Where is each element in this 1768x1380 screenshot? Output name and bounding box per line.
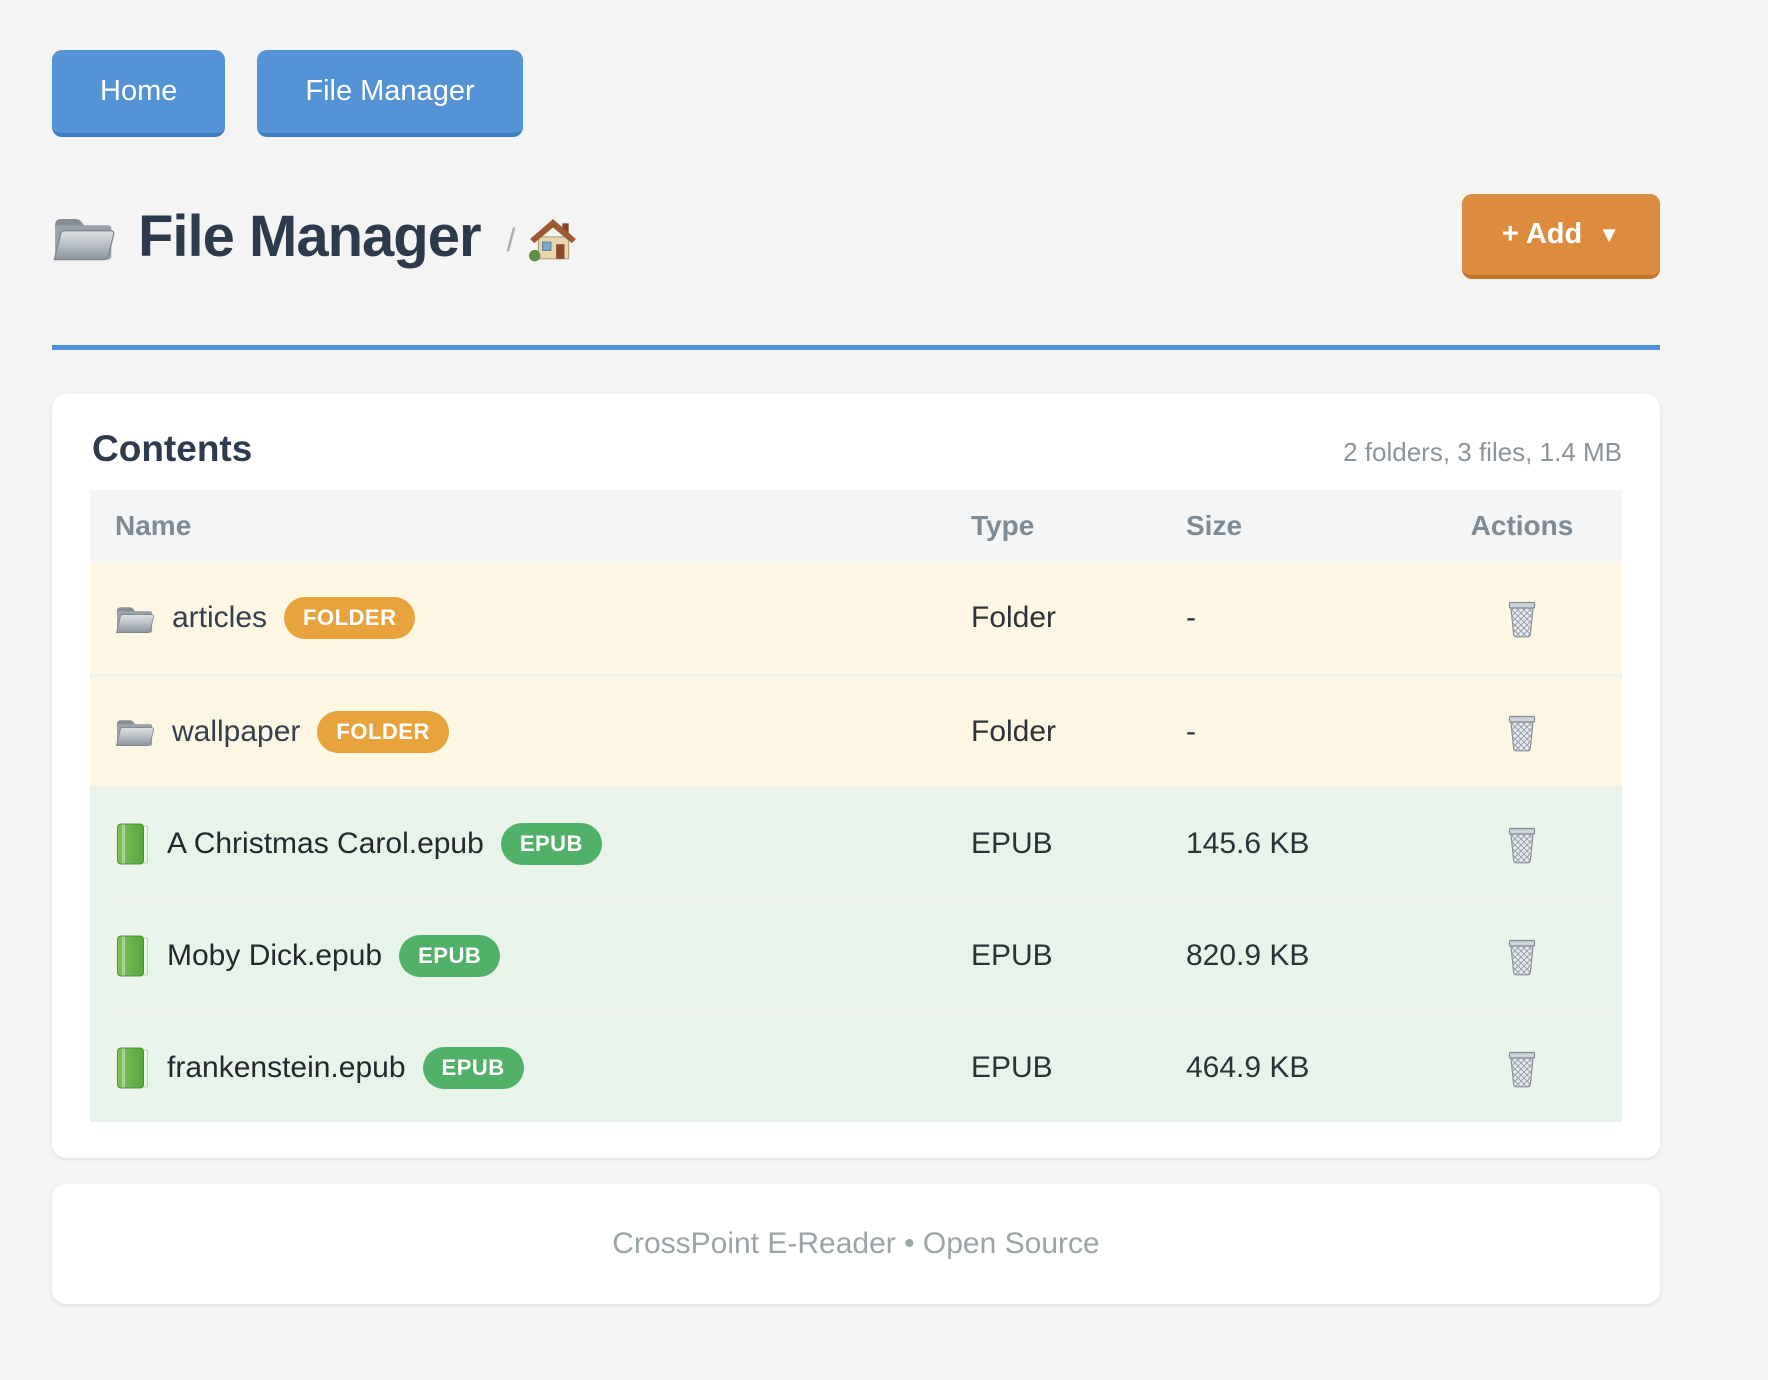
file-name-label: Moby Dick.epub: [167, 938, 383, 972]
actions-cell: [1422, 712, 1622, 752]
wastebasket-icon: [1508, 827, 1536, 863]
nav-bar: Home File Manager: [52, 50, 1660, 137]
add-button[interactable]: + Add ▼: [1461, 194, 1660, 279]
house-icon: [528, 218, 577, 262]
epub-badge: EPUB: [500, 822, 602, 865]
name-cell: articles FOLDER: [90, 597, 957, 639]
type-cell: EPUB: [971, 938, 1053, 972]
folder-icon: [116, 719, 155, 747]
table-row[interactable]: Moby Dick.epub EPUB EPUB 820.9 KB: [90, 898, 1622, 1010]
title-divider: [52, 345, 1660, 350]
type-cell: EPUB: [971, 826, 1053, 860]
folder-badge: FOLDER: [317, 710, 449, 753]
folder-icon: [53, 217, 115, 260]
green-book-icon: [117, 935, 148, 976]
contents-summary: 2 folders, 3 files, 1.4 MB: [1343, 437, 1622, 467]
delete-button[interactable]: [1506, 824, 1538, 864]
breadcrumb: File Manager /: [52, 203, 577, 270]
size-cell: 145.6 KB: [1186, 826, 1310, 860]
file-manager-button[interactable]: File Manager: [257, 50, 523, 137]
footer: CrossPoint E-Reader • Open Source: [52, 1184, 1660, 1304]
size-cell: -: [1186, 601, 1196, 634]
table-row[interactable]: A Christmas Carol.epub EPUB EPUB 145.6 K…: [90, 786, 1622, 898]
green-book-icon: [117, 823, 148, 864]
type-cell: Folder: [971, 601, 1057, 634]
folder-name-label: wallpaper: [172, 714, 301, 748]
name-cell: Moby Dick.epub EPUB: [90, 934, 957, 977]
add-button-label: + Add: [1501, 218, 1583, 250]
file-table: Name Type Size Actions articles FOLDER F…: [90, 490, 1622, 1122]
home-button[interactable]: Home: [52, 50, 226, 137]
size-cell: 464.9 KB: [1186, 1050, 1310, 1084]
wastebasket-icon: [1508, 939, 1536, 975]
epub-badge: EPUB: [399, 934, 501, 977]
page-title: File Manager: [138, 204, 482, 269]
wastebasket-icon: [1508, 715, 1536, 751]
folder-badge: FOLDER: [284, 597, 416, 639]
type-cell: Folder: [971, 714, 1057, 748]
breadcrumb-home-link[interactable]: [528, 217, 577, 263]
name-cell: frankenstein.epub EPUB: [90, 1046, 957, 1089]
delete-button[interactable]: [1506, 936, 1538, 976]
table-row[interactable]: wallpaper FOLDER Folder -: [90, 674, 1622, 786]
wastebasket-icon: [1508, 601, 1536, 638]
file-name-label: A Christmas Carol.epub: [167, 826, 484, 860]
table-row[interactable]: frankenstein.epub EPUB EPUB 464.9 KB: [90, 1010, 1622, 1122]
contents-title: Contents: [92, 428, 253, 469]
actions-cell: [1422, 824, 1622, 864]
folder-name-label: articles: [172, 601, 268, 634]
actions-cell: [1422, 936, 1622, 976]
delete-button[interactable]: [1506, 1048, 1538, 1088]
contents-card: Contents 2 folders, 3 files, 1.4 MB Name…: [52, 394, 1660, 1158]
delete-button[interactable]: [1506, 712, 1538, 752]
size-cell: 820.9 KB: [1186, 938, 1310, 972]
chevron-down-icon: ▼: [1598, 221, 1620, 247]
table-header-row: Name Type Size Actions: [90, 490, 1622, 562]
column-header-actions: Actions: [1470, 510, 1574, 541]
footer-text: CrossPoint E-Reader • Open Source: [612, 1227, 1100, 1260]
column-header-name: Name: [115, 510, 192, 541]
contents-card-header: Contents 2 folders, 3 files, 1.4 MB: [90, 428, 1622, 470]
column-header-type: Type: [971, 510, 1035, 541]
delete-button[interactable]: [1506, 598, 1538, 638]
column-header-size: Size: [1186, 510, 1243, 541]
wastebasket-icon: [1508, 1051, 1536, 1087]
file-name-label: frankenstein.epub: [167, 1050, 406, 1084]
name-cell: wallpaper FOLDER: [90, 710, 957, 753]
type-cell: EPUB: [971, 1050, 1053, 1084]
breadcrumb-separator: /: [506, 222, 516, 258]
folder-icon: [116, 606, 155, 633]
actions-cell: [1422, 1048, 1622, 1088]
size-cell: -: [1186, 714, 1196, 748]
green-book-icon: [117, 1047, 148, 1088]
name-cell: A Christmas Carol.epub EPUB: [90, 822, 957, 865]
page-header: File Manager / + Add ▼: [52, 194, 1660, 279]
epub-badge: EPUB: [422, 1046, 524, 1089]
table-row[interactable]: articles FOLDER Folder -: [90, 562, 1622, 674]
actions-cell: [1422, 598, 1622, 638]
